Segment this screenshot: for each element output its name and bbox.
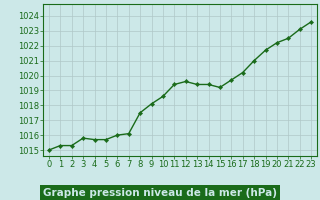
Text: Graphe pression niveau de la mer (hPa): Graphe pression niveau de la mer (hPa) (43, 188, 277, 198)
